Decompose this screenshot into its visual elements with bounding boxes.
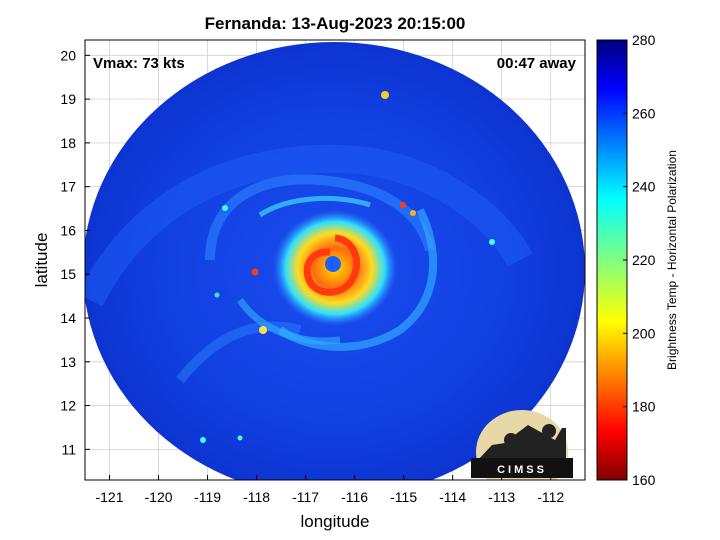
colorbar-tick-label: 220 [632, 252, 656, 268]
y-tick-label: 17 [60, 179, 76, 195]
y-tick-label: 16 [60, 222, 76, 238]
x-tick-label: -115 [390, 489, 417, 505]
y-tick-label: 19 [60, 91, 76, 107]
x-tick-label: -120 [145, 489, 173, 505]
storm-eye [325, 256, 341, 272]
x-axis-label: longitude [300, 512, 370, 531]
colorbar-tick-label: 200 [632, 325, 656, 341]
y-ticks: 11 12 13 14 15 16 17 18 19 20 [60, 47, 90, 457]
colorbar-tick-label: 260 [632, 105, 656, 121]
y-tick-label: 14 [60, 310, 76, 326]
x-ticks: -121 -120 -119 -118 -117 -116 -115 -114 -113 -112 [95, 475, 564, 505]
eyewall-core [303, 234, 360, 296]
cimss-logo: CIMSS [471, 410, 573, 480]
y-tick-label: 18 [60, 135, 76, 151]
x-tick-label: -117 [292, 489, 319, 505]
logo-text: CIMSS [497, 464, 547, 476]
colorbar-ticks: 160 180 200 220 240 260 280 [623, 32, 656, 488]
y-tick-label: 15 [60, 266, 76, 282]
colorbar-tick-label: 180 [632, 399, 656, 415]
logo-silhouette [478, 425, 566, 460]
y-tick-label: 20 [60, 47, 76, 63]
colorbar-tick-label: 280 [632, 32, 656, 48]
x-tick-label: -113 [488, 489, 515, 505]
colorbar-tick-label: 240 [632, 179, 656, 195]
colorbar [596, 39, 628, 481]
x-tick-label: -112 [537, 489, 564, 505]
y-tick-label: 13 [60, 354, 76, 370]
x-tick-label: -121 [95, 489, 123, 505]
cloud-bands [85, 91, 533, 443]
colorbar-tick-label: 160 [632, 472, 656, 488]
chart-title: Fernanda: 13-Aug-2023 20:15:00 [204, 14, 466, 33]
x-tick-label: -116 [341, 489, 368, 505]
y-tick-label: 11 [61, 441, 76, 457]
x-tick-label: -114 [439, 489, 466, 505]
time-away-text: 00:47 away [497, 55, 577, 72]
x-tick-label: -118 [243, 489, 270, 505]
vmax-text: Vmax: 73 kts [93, 55, 185, 72]
y-tick-label: 12 [60, 398, 76, 414]
x-tick-label: -119 [194, 489, 221, 505]
logo-bar [471, 458, 573, 478]
axes-frame [84, 39, 586, 481]
plot-area: CIMSS [85, 40, 585, 480]
